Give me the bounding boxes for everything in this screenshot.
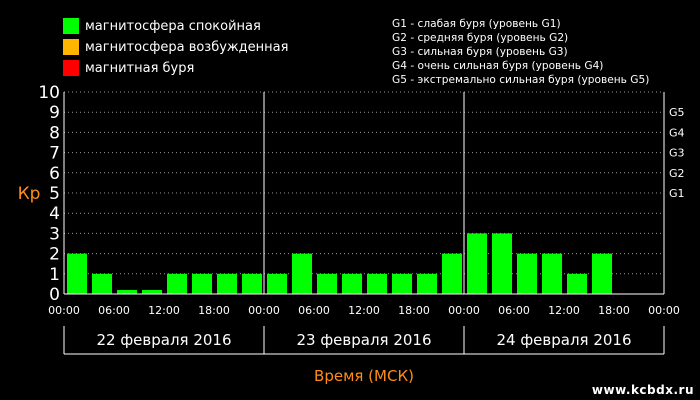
legend-calm-swatch [63, 18, 79, 34]
legend-calm: магнитосфера спокойная [63, 18, 261, 34]
kp-bar [167, 273, 187, 294]
date-label: 23 февраля 2016 [296, 331, 431, 349]
storm-scale-legend: G1 - слабая буря (уровень G1) G2 - средн… [392, 17, 649, 87]
kp-bar [542, 253, 562, 294]
kp-bar [442, 253, 462, 294]
storm-scale-g1: G1 - слабая буря (уровень G1) [392, 18, 561, 30]
kp-bar [242, 273, 262, 294]
y-tick-label: 6 [49, 164, 60, 184]
legend-storm-swatch [63, 60, 79, 76]
g-level-tick: G4 [669, 126, 685, 139]
kp-bar [267, 273, 287, 294]
kp-bar [192, 273, 212, 294]
legend-disturbed: магнитосфера возбужденная [63, 39, 288, 55]
kp-bar [567, 273, 587, 294]
g-level-tick: G5 [669, 106, 685, 119]
kp-bar [417, 273, 437, 294]
y-tick-label: 5 [49, 184, 60, 204]
y-tick-label: 1 [49, 265, 60, 285]
y-tick-label: 4 [49, 204, 60, 224]
x-tick-label: 18:00 [398, 304, 430, 317]
x-tick-label: 00:00 [48, 304, 80, 317]
x-tick-label: 06:00 [298, 304, 330, 317]
kp-bar [517, 253, 537, 294]
kp-bar [392, 273, 412, 294]
legend-disturbed-label: магнитосфера возбужденная [85, 39, 289, 55]
y-tick-label: 3 [49, 224, 60, 244]
kp-bar [367, 273, 387, 294]
kp-bar [592, 253, 612, 294]
y-tick-label: 2 [49, 245, 60, 265]
date-label: 22 февраля 2016 [96, 331, 231, 349]
y-tick-label: 9 [49, 103, 60, 123]
kp-bar [142, 289, 162, 294]
storm-scale-g4: G4 - очень сильная буря (уровень G4) [392, 60, 604, 72]
y-tick-label: 10 [38, 83, 60, 103]
kp-bar [292, 253, 312, 294]
y-tick-label: 0 [49, 285, 60, 305]
x-tick-label: 12:00 [348, 304, 380, 317]
kp-bar [342, 273, 362, 294]
site-watermark: www.kcbdx.ru [591, 383, 694, 397]
kp-bar [217, 273, 237, 294]
legend-disturbed-swatch [63, 39, 79, 55]
legend-storm: магнитная буря [63, 60, 194, 76]
x-tick-label: 06:00 [498, 304, 530, 317]
x-tick-label: 00:00 [448, 304, 480, 317]
storm-scale-g5: G5 - экстремально сильная буря (уровень … [392, 74, 650, 86]
kp-bar [467, 233, 487, 294]
x-tick-label: 12:00 [548, 304, 580, 317]
x-tick-label: 06:00 [98, 304, 130, 317]
legend-storm-label: магнитная буря [85, 60, 195, 76]
g-level-tick: G2 [669, 167, 685, 180]
y-axis-title: Кр [18, 184, 41, 204]
kp-bar [117, 289, 137, 294]
x-axis-title: Время (МСК) [314, 367, 414, 385]
kp-bar [92, 273, 112, 294]
g-level-tick: G1 [669, 187, 685, 200]
y-tick-label: 7 [49, 144, 60, 164]
x-tick-label: 18:00 [198, 304, 230, 317]
legend-calm-label: магнитосфера спокойная [85, 18, 261, 34]
kp-bar [67, 253, 87, 294]
kp-bar [492, 233, 512, 294]
x-tick-label: 18:00 [598, 304, 630, 317]
x-tick-label: 12:00 [148, 304, 180, 317]
kp-bar [317, 273, 337, 294]
storm-scale-g2: G2 - средняя буря (уровень G2) [392, 32, 569, 44]
g-level-tick: G3 [669, 147, 685, 160]
x-tick-label: 00:00 [248, 304, 280, 317]
y-tick-label: 8 [49, 123, 60, 143]
date-label: 24 февраля 2016 [496, 331, 631, 349]
storm-scale-g3: G3 - сильная буря (уровень G3) [392, 46, 568, 58]
x-tick-label: 00:00 [648, 304, 680, 317]
